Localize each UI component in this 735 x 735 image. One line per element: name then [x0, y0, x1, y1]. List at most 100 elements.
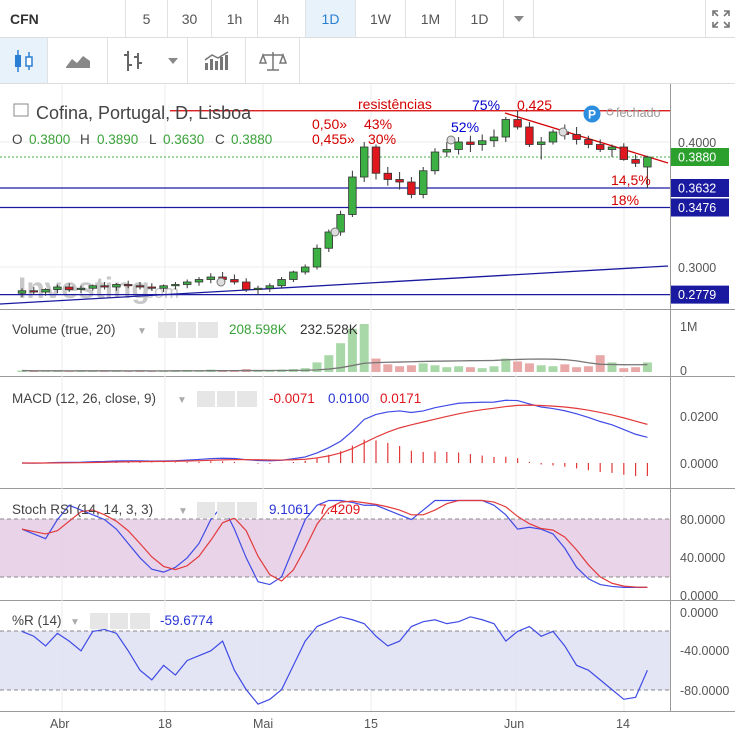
chevron-down-icon[interactable]: ▼ — [177, 395, 187, 406]
indicators-icon — [204, 50, 228, 70]
interval-label: 1W — [370, 10, 391, 27]
symbol-input[interactable]: CFN — [0, 0, 126, 37]
chevron-down-icon[interactable]: ▼ — [70, 617, 80, 628]
time-tick-label: Abr — [50, 717, 69, 731]
settings-icon[interactable] — [110, 613, 128, 629]
candle-body — [76, 287, 86, 290]
chart-style-dropdown[interactable] — [158, 38, 188, 83]
interval-4h-button[interactable]: 4h — [258, 0, 306, 37]
volume-bar — [513, 361, 523, 372]
annotation-75pct: 75% — [472, 97, 500, 113]
time-tick-label: 15 — [364, 717, 378, 731]
close-icon[interactable] — [130, 613, 150, 629]
chart-title: Cofina, Portugal, D, Lisboa — [36, 103, 252, 123]
candle-body — [607, 146, 617, 150]
ohlc-c-value: 0.3880 — [231, 132, 272, 147]
event-marker[interactable] — [446, 135, 456, 145]
candle-body — [100, 285, 109, 288]
wr-value: -59.6774 — [160, 613, 214, 628]
candle-body — [572, 134, 581, 140]
annotation-050: 0,50» — [312, 116, 347, 132]
macd-tick-label: 0.0000 — [680, 457, 718, 471]
volume-bar — [336, 343, 346, 372]
candle-body — [407, 181, 416, 195]
close-icon[interactable] — [237, 502, 257, 518]
interval-1h-button[interactable]: 1h — [212, 0, 258, 37]
stoch-label: Stoch RSI (14, 14, 3, 3) — [12, 502, 153, 517]
settings-icon[interactable] — [217, 391, 235, 407]
chevron-down-icon[interactable]: ▼ — [137, 326, 147, 337]
annotation-0425: 0,425 — [517, 97, 552, 113]
interval-5-button[interactable]: 5 — [126, 0, 168, 37]
volume-bar — [595, 355, 605, 372]
area-chart-icon — [65, 55, 90, 68]
downtrend-line — [504, 112, 669, 164]
candle-body — [454, 141, 463, 150]
chevron-down-icon[interactable]: ▼ — [178, 506, 188, 517]
indicator-controls — [197, 502, 257, 518]
settings-icon[interactable] — [178, 322, 196, 338]
bars-style-button[interactable] — [108, 38, 158, 83]
settings-icon[interactable] — [217, 502, 235, 518]
candle-body — [418, 170, 428, 195]
macd-value: 0.0100 — [328, 391, 369, 406]
volume-bar — [477, 368, 487, 372]
candle-body — [489, 136, 499, 142]
indicator-controls — [197, 391, 257, 407]
eye-icon[interactable] — [197, 502, 215, 518]
annotation-52pct: 52% — [451, 119, 479, 135]
annotation-14-5pct: 14,5% — [611, 172, 651, 188]
close-icon[interactable] — [237, 391, 257, 407]
interval-1w-button[interactable]: 1W — [356, 0, 406, 37]
annotation-0455: 0,455» — [312, 131, 355, 147]
eye-icon[interactable] — [158, 322, 176, 338]
volume-bar — [159, 371, 169, 372]
candles-style-button[interactable] — [0, 38, 48, 83]
candle-body — [348, 176, 357, 215]
candle-body — [466, 141, 475, 145]
close-icon[interactable] — [198, 322, 218, 338]
volume-bar — [147, 371, 157, 372]
event-marker[interactable] — [216, 277, 226, 287]
wr-tick-label: 0.0000 — [680, 606, 718, 620]
scales-icon — [258, 51, 287, 71]
area-style-button[interactable] — [48, 38, 108, 83]
chart-tools-toolbar — [0, 38, 735, 84]
candle-body — [631, 159, 640, 164]
volume-bar — [442, 367, 452, 372]
range-select[interactable]: 1D — [456, 0, 504, 37]
chart-area[interactable]: Investing .com Cofina, Portugal, D, Lisb… — [0, 84, 735, 735]
market-status-text: fechado — [616, 106, 661, 120]
candle-body — [277, 279, 286, 287]
macd-line — [21, 399, 648, 464]
fullscreen-button[interactable] — [705, 0, 735, 37]
ohlc-o-value: 0.3800 — [29, 132, 70, 147]
interval-30-button[interactable]: 30 — [168, 0, 212, 37]
price-tick-label: 0.3000 — [678, 261, 716, 275]
eye-icon[interactable] — [197, 391, 215, 407]
event-marker[interactable] — [558, 127, 568, 137]
volume-bar — [29, 371, 39, 372]
compare-button[interactable] — [246, 38, 300, 83]
wr-band — [0, 631, 670, 690]
indicators-button[interactable] — [188, 38, 246, 83]
range-label: 1D — [470, 10, 489, 27]
price-tick-label: 0.4000 — [678, 136, 716, 150]
event-marker[interactable] — [330, 227, 340, 237]
candle-body — [171, 284, 180, 287]
candle-body — [643, 156, 652, 168]
collapse-icon[interactable] — [13, 103, 29, 117]
volume-tick-label: 0 — [680, 364, 687, 378]
price-badge-label: 0.2779 — [678, 288, 716, 302]
candle-body — [159, 285, 168, 289]
interval-1d-button[interactable]: 1D — [306, 0, 356, 37]
range-dropdown-button[interactable] — [504, 0, 534, 37]
price-badge — [671, 198, 729, 217]
interval-1m-button[interactable]: 1M — [406, 0, 456, 37]
eye-icon[interactable] — [90, 613, 108, 629]
ohlc-c-label: C — [215, 132, 225, 147]
volume-bar — [524, 363, 534, 372]
indicator-controls — [90, 613, 150, 629]
volume-bar — [607, 362, 617, 372]
candle-body — [537, 141, 546, 145]
